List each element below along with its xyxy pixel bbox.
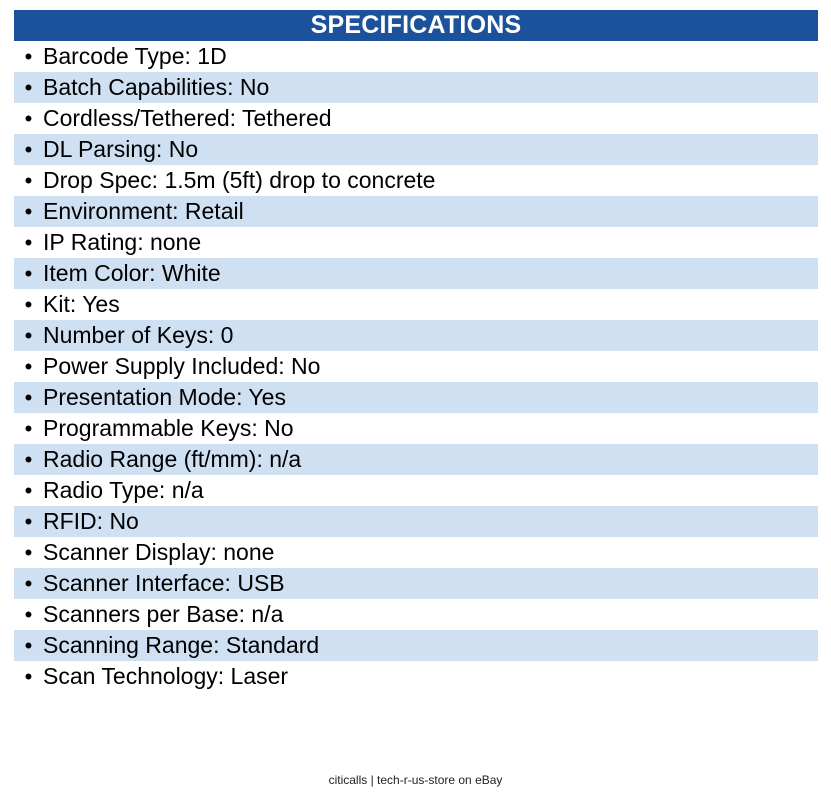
spec-text: Scanner Display: none [43, 539, 275, 565]
spec-row: • Cordless/Tethered: Tethered [14, 103, 818, 134]
footer-credit: citicalls | tech-r-us-store on eBay [328, 773, 503, 787]
bullet-icon: • [24, 540, 33, 565]
spec-row: • Radio Type: n/a [14, 475, 818, 506]
spec-text: Scan Technology: Laser [43, 663, 289, 689]
spec-text: Drop Spec: 1.5m (5ft) drop to concrete [43, 167, 436, 193]
bullet-icon: • [24, 44, 33, 69]
spec-row: • Drop Spec: 1.5m (5ft) drop to concrete [14, 165, 818, 196]
spec-text: RFID: No [43, 508, 139, 534]
spec-row: • DL Parsing: No [14, 134, 818, 165]
spec-text: IP Rating: none [43, 229, 202, 255]
bullet-icon: • [24, 478, 33, 503]
spec-row: • Presentation Mode: Yes [14, 382, 818, 413]
specifications-header: SPECIFICATIONS [14, 10, 818, 41]
bullet-icon: • [24, 633, 33, 658]
spec-row: • Programmable Keys: No [14, 413, 818, 444]
spec-row: • RFID: No [14, 506, 818, 537]
spec-text: Batch Capabilities: No [43, 74, 270, 100]
specifications-list: • Barcode Type: 1D • Batch Capabilities: N… [14, 41, 818, 692]
spec-row: • Environment: Retail [14, 196, 818, 227]
spec-text: Radio Type: n/a [43, 477, 204, 503]
spec-row: • Item Color: White [14, 258, 818, 289]
bullet-icon: • [24, 509, 33, 534]
bullet-icon: • [24, 416, 33, 441]
spec-row: • Scan Technology: Laser [14, 661, 818, 692]
spec-text: Cordless/Tethered: Tethered [43, 105, 332, 131]
spec-text: Radio Range (ft/mm): n/a [43, 446, 302, 472]
bullet-icon: • [24, 168, 33, 193]
spec-text: Scanner Interface: USB [43, 570, 285, 596]
bullet-icon: • [24, 385, 33, 410]
spec-text: Item Color: White [43, 260, 221, 286]
bullet-icon: • [24, 323, 33, 348]
bullet-icon: • [24, 292, 33, 317]
spec-row: • Batch Capabilities: No [14, 72, 818, 103]
spec-text: Presentation Mode: Yes [43, 384, 286, 410]
spec-text: Power Supply Included: No [43, 353, 321, 379]
spec-row: • Kit: Yes [14, 289, 818, 320]
bullet-icon: • [24, 199, 33, 224]
spec-text: Barcode Type: 1D [43, 43, 227, 69]
spec-row: • Power Supply Included: No [14, 351, 818, 382]
bullet-icon: • [24, 75, 33, 100]
bullet-icon: • [24, 664, 33, 689]
spec-row: • Scanning Range: Standard [14, 630, 818, 661]
bullet-icon: • [24, 137, 33, 162]
bullet-icon: • [24, 354, 33, 379]
bullet-icon: • [24, 447, 33, 472]
bullet-icon: • [24, 602, 33, 627]
spec-text: DL Parsing: No [43, 136, 199, 162]
bullet-icon: • [24, 571, 33, 596]
spec-row: • Radio Range (ft/mm): n/a [14, 444, 818, 475]
spec-row: • Barcode Type: 1D [14, 41, 818, 72]
spec-row: • IP Rating: none [14, 227, 818, 258]
spec-text: Environment: Retail [43, 198, 244, 224]
spec-row: • Scanner Display: none [14, 537, 818, 568]
spec-text: Kit: Yes [43, 291, 120, 317]
bullet-icon: • [24, 261, 33, 286]
bullet-icon: • [24, 230, 33, 255]
spec-text: Number of Keys: 0 [43, 322, 234, 348]
spec-row: • Scanners per Base: n/a [14, 599, 818, 630]
spec-text: Scanners per Base: n/a [43, 601, 284, 627]
spec-text: Programmable Keys: No [43, 415, 294, 441]
spec-row: • Scanner Interface: USB [14, 568, 818, 599]
bullet-icon: • [24, 106, 33, 131]
spec-row: • Number of Keys: 0 [14, 320, 818, 351]
spec-text: Scanning Range: Standard [43, 632, 320, 658]
